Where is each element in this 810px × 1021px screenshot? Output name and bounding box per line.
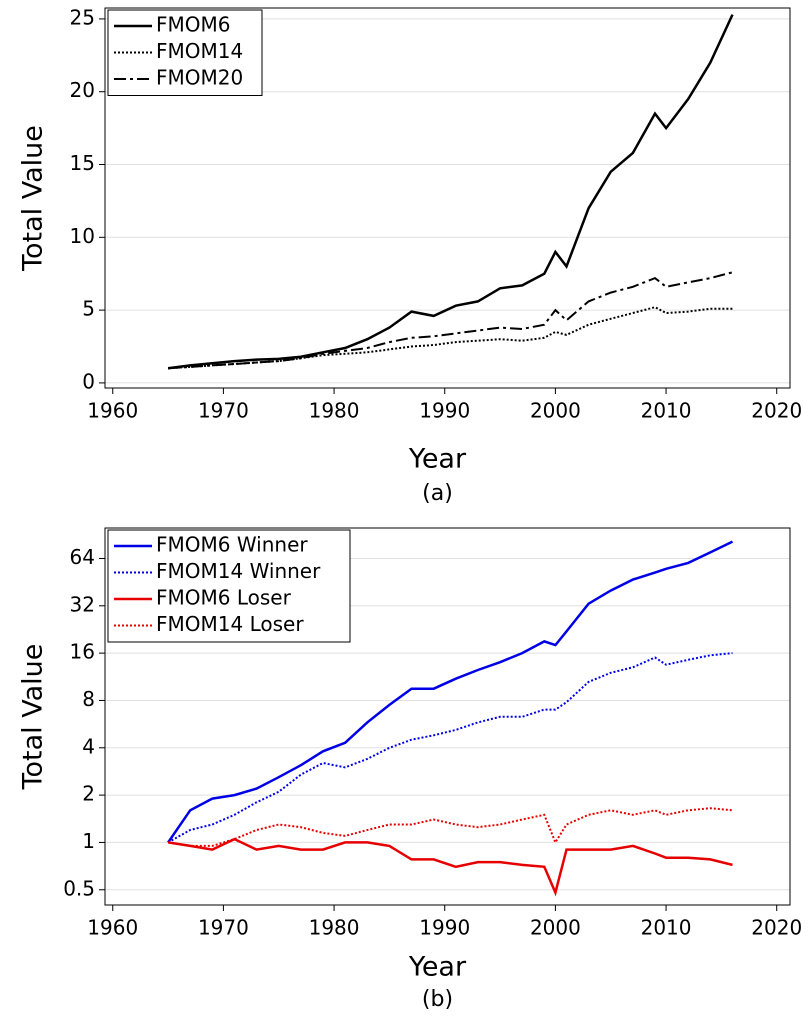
y-tick-label: 1 [82, 829, 95, 853]
x-tick-label: 1990 [419, 399, 470, 423]
x-tick-label: 1970 [198, 399, 249, 423]
y-tick-label: 0 [82, 369, 95, 393]
y-tick-label: 2 [82, 782, 95, 806]
series-line [168, 306, 733, 370]
series-line [168, 271, 733, 370]
legend-label: FMOM20 [156, 66, 243, 90]
y-tick-label: 5 [82, 297, 95, 321]
y-tick-label: 32 [70, 592, 95, 616]
caption: (b) [422, 987, 453, 1012]
x-tick-label: 2010 [641, 916, 692, 940]
legend-label: FMOM14 Winner [156, 559, 321, 583]
y-tick-label: 0.5 [63, 876, 95, 900]
y-tick-label: 16 [70, 640, 95, 664]
x-axis-title: Year [408, 444, 467, 475]
y-tick-label: 10 [70, 224, 95, 248]
plot-frame [104, 7, 791, 389]
plot-frame [104, 527, 791, 906]
y-tick-label: 8 [82, 687, 95, 711]
y-axis-title: Total Value [18, 644, 49, 791]
legend-label: FMOM6 Winner [156, 533, 308, 557]
caption: (a) [422, 481, 453, 506]
y-tick-label: 4 [82, 734, 95, 758]
y-tick-label: 25 [70, 5, 95, 29]
x-tick-label: 2020 [751, 916, 802, 940]
x-tick-label: 2010 [641, 399, 692, 423]
series-line [167, 540, 734, 844]
legend-box [107, 529, 351, 643]
x-tick-label: 2020 [751, 399, 802, 423]
series-line [167, 807, 733, 847]
y-tick-label: 20 [70, 78, 95, 102]
legend-label: FMOM6 [156, 13, 230, 37]
y-axis-title: Total Value [18, 125, 49, 272]
legend-label: FMOM6 Loser [156, 586, 292, 610]
legend-label: FMOM14 [156, 39, 243, 63]
x-tick-label: 1980 [309, 399, 360, 423]
x-tick-label: 1960 [87, 399, 138, 423]
y-tick-label: 15 [70, 151, 95, 175]
x-axis-title: Year [408, 952, 467, 983]
x-tick-label: 2000 [530, 399, 581, 423]
x-tick-label: 2000 [530, 916, 581, 940]
legend-box [107, 9, 263, 96]
x-tick-label: 1960 [87, 916, 138, 940]
legend-label: FMOM14 Loser [156, 612, 304, 636]
series-line [167, 652, 733, 844]
y-tick-label: 64 [70, 545, 95, 569]
series-line [167, 14, 734, 370]
series-line [167, 837, 733, 897]
x-tick-label: 1970 [198, 916, 249, 940]
x-tick-label: 1980 [309, 916, 360, 940]
x-tick-label: 1990 [419, 916, 470, 940]
